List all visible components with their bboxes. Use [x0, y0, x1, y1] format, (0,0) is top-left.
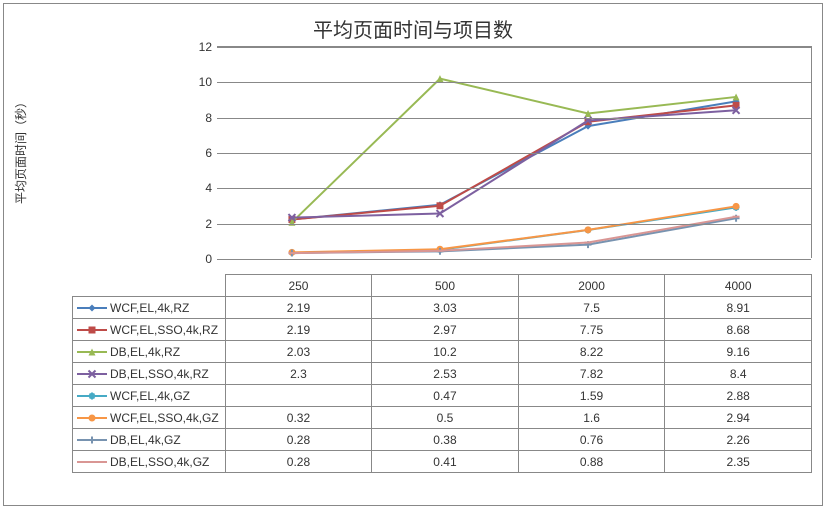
data-cell: 0.41	[372, 451, 519, 473]
legend-marker	[77, 368, 107, 380]
legend-label: WCF,EL,4k,GZ	[110, 389, 190, 403]
data-cell: 0.76	[518, 429, 665, 451]
table-row: DB,EL,4k,RZ 2.0310.28.229.16	[73, 341, 812, 363]
legend-cell: DB,EL,SSO,4k,RZ	[73, 363, 226, 385]
data-cell: 8.4	[665, 363, 812, 385]
table-row: WCF,EL,SSO,4k,GZ 0.320.51.62.94	[73, 407, 812, 429]
data-table-body: 25050020004000 WCF,EL,4k,RZ 2.193.037.58.9…	[73, 275, 812, 473]
legend-cell: WCF,EL,SSO,4k,GZ	[73, 407, 226, 429]
gridline	[217, 188, 811, 189]
gridline	[217, 82, 811, 83]
data-cell: 1.6	[518, 407, 665, 429]
data-cell: 2.35	[665, 451, 812, 473]
legend-marker	[77, 302, 107, 314]
y-tick-label: 8	[192, 111, 212, 125]
data-cell: 2.03	[225, 341, 372, 363]
legend-marker	[77, 456, 107, 468]
data-cell: 7.82	[518, 363, 665, 385]
data-cell: 2.26	[665, 429, 812, 451]
data-cell: 8.22	[518, 341, 665, 363]
data-cell: 10.2	[372, 341, 519, 363]
y-tick-label: 6	[192, 146, 212, 160]
series-line	[292, 217, 736, 253]
series-marker	[436, 202, 443, 209]
table-row: WCF,EL,4k,GZ 0.471.592.88	[73, 385, 812, 407]
legend-label: DB,EL,SSO,4k,RZ	[110, 367, 209, 381]
x-category-cell: 2000	[518, 275, 665, 297]
legend-cell: WCF,EL,4k,GZ	[73, 385, 226, 407]
x-category-cell: 250	[225, 275, 372, 297]
table-row: DB,EL,SSO,4k,RZ 2.32.537.828.4	[73, 363, 812, 385]
data-cell: 7.75	[518, 319, 665, 341]
series-line	[292, 79, 736, 223]
gridline	[217, 118, 811, 119]
x-axis-row: 25050020004000	[73, 275, 812, 297]
data-cell: 8.68	[665, 319, 812, 341]
data-cell: 2.19	[225, 319, 372, 341]
legend-marker	[77, 390, 107, 402]
chart-container: 平均页面时间与项目数 平均页面时间（秒） 024681012 250500200…	[3, 3, 823, 506]
x-category-cell: 500	[372, 275, 519, 297]
data-cell: 8.91	[665, 297, 812, 319]
data-cell: 1.59	[518, 385, 665, 407]
data-cell: 2.3	[225, 363, 372, 385]
legend-label: DB,EL,4k,RZ	[110, 345, 180, 359]
y-tick-label: 12	[192, 40, 212, 54]
data-cell: 2.53	[372, 363, 519, 385]
series-line	[292, 101, 736, 219]
x-category-cell: 4000	[665, 275, 812, 297]
data-cell: 0.38	[372, 429, 519, 451]
legend-cell: WCF,EL,SSO,4k,RZ	[73, 319, 226, 341]
data-cell	[225, 385, 372, 407]
chart-title: 平均页面时间与项目数	[4, 4, 822, 43]
legend-marker	[77, 434, 107, 446]
legend-label: WCF,EL,4k,RZ	[110, 301, 189, 315]
series-marker	[733, 203, 740, 210]
table-row: DB,EL,4k,GZ 0.280.380.762.26	[73, 429, 812, 451]
legend-label: WCF,EL,SSO,4k,RZ	[110, 323, 218, 337]
legend-cell: DB,EL,4k,GZ	[73, 429, 226, 451]
legend-label: DB,EL,4k,GZ	[110, 433, 181, 447]
table-row: WCF,EL,SSO,4k,RZ 2.192.977.758.68	[73, 319, 812, 341]
data-cell: 0.47	[372, 385, 519, 407]
data-cell: 0.32	[225, 407, 372, 429]
table-row: WCF,EL,4k,RZ 2.193.037.58.91	[73, 297, 812, 319]
y-tick-label: 2	[192, 217, 212, 231]
legend-marker	[77, 346, 107, 358]
legend-label: WCF,EL,SSO,4k,GZ	[110, 411, 219, 425]
series-line	[292, 105, 736, 219]
table-corner-cell	[73, 275, 226, 297]
gridline	[217, 153, 811, 154]
gridline	[217, 224, 811, 225]
data-cell: 2.94	[665, 407, 812, 429]
data-cell: 2.97	[372, 319, 519, 341]
data-table: 25050020004000 WCF,EL,4k,RZ 2.193.037.58.9…	[72, 274, 812, 473]
gridline	[217, 259, 811, 260]
data-cell: 0.5	[372, 407, 519, 429]
data-cell: 0.88	[518, 451, 665, 473]
data-cell: 9.16	[665, 341, 812, 363]
data-cell: 0.28	[225, 451, 372, 473]
chart-area: 024681012	[72, 46, 812, 306]
y-tick-label: 0	[192, 252, 212, 266]
series-marker	[585, 226, 592, 233]
y-tick-label: 4	[192, 181, 212, 195]
data-cell: 2.19	[225, 297, 372, 319]
y-tick-label: 10	[192, 75, 212, 89]
data-cell: 3.03	[372, 297, 519, 319]
gridline	[217, 47, 811, 48]
legend-marker	[77, 324, 107, 336]
data-cell: 0.28	[225, 429, 372, 451]
legend-cell: DB,EL,4k,RZ	[73, 341, 226, 363]
legend-label: DB,EL,SSO,4k,GZ	[110, 455, 209, 469]
data-cell: 7.5	[518, 297, 665, 319]
legend-cell: WCF,EL,4k,RZ	[73, 297, 226, 319]
legend-cell: DB,EL,SSO,4k,GZ	[73, 451, 226, 473]
table-row: DB,EL,SSO,4k,GZ 0.280.410.882.35	[73, 451, 812, 473]
plot-area: 024681012	[217, 46, 812, 258]
data-cell: 2.88	[665, 385, 812, 407]
y-axis-label: 平均页面时间（秒）	[12, 96, 29, 204]
legend-marker	[77, 412, 107, 424]
